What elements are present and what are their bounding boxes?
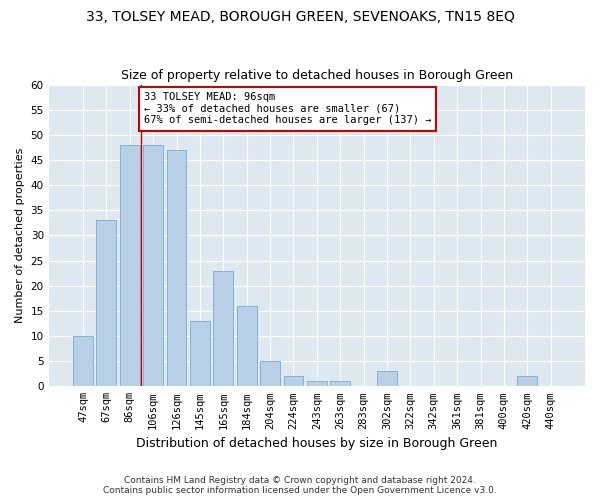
Bar <box>190 321 210 386</box>
X-axis label: Distribution of detached houses by size in Borough Green: Distribution of detached houses by size … <box>136 437 497 450</box>
Bar <box>214 270 233 386</box>
Bar <box>97 220 116 386</box>
Bar <box>260 361 280 386</box>
Bar <box>284 376 304 386</box>
Bar <box>73 336 93 386</box>
Title: Size of property relative to detached houses in Borough Green: Size of property relative to detached ho… <box>121 69 513 82</box>
Y-axis label: Number of detached properties: Number of detached properties <box>15 148 25 323</box>
Text: 33 TOLSEY MEAD: 96sqm
← 33% of detached houses are smaller (67)
67% of semi-deta: 33 TOLSEY MEAD: 96sqm ← 33% of detached … <box>144 92 431 126</box>
Bar <box>237 306 257 386</box>
Bar <box>307 382 327 386</box>
Text: 33, TOLSEY MEAD, BOROUGH GREEN, SEVENOAKS, TN15 8EQ: 33, TOLSEY MEAD, BOROUGH GREEN, SEVENOAK… <box>86 10 514 24</box>
Bar <box>167 150 187 386</box>
Bar <box>120 145 140 386</box>
Bar <box>143 145 163 386</box>
Bar <box>517 376 537 386</box>
Bar <box>377 371 397 386</box>
Bar <box>330 382 350 386</box>
Text: Contains HM Land Registry data © Crown copyright and database right 2024.
Contai: Contains HM Land Registry data © Crown c… <box>103 476 497 495</box>
